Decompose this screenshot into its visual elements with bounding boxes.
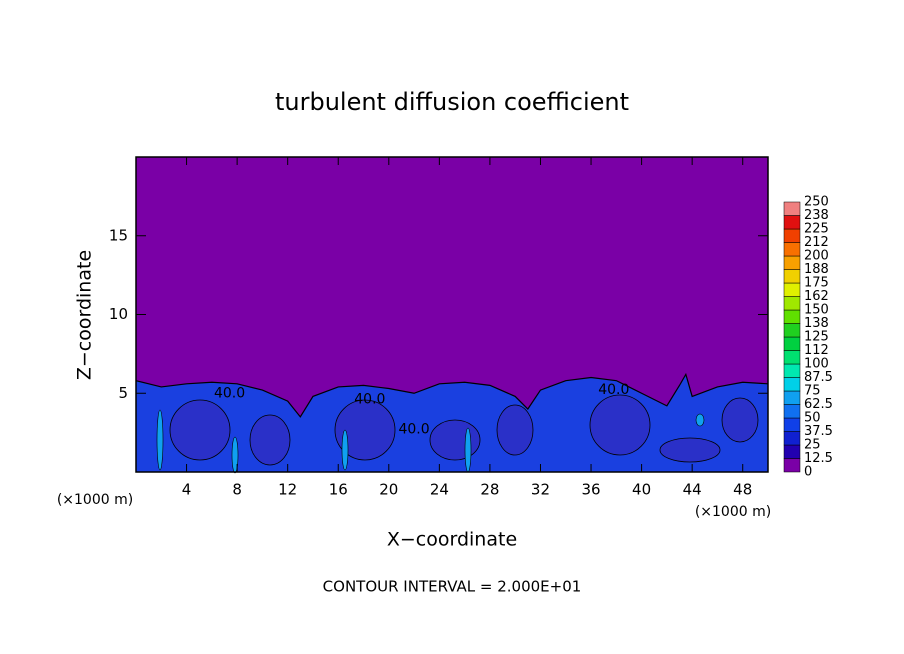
- colorbar-label: 37.5: [804, 424, 833, 439]
- colorbar-cell: [783, 458, 801, 473]
- x-tick-label: 28: [480, 481, 499, 499]
- x-tick-label: 12: [278, 481, 297, 499]
- colorbar-label: 125: [804, 330, 829, 345]
- colorbar-label: 50: [804, 411, 821, 426]
- colorbar-cell: [783, 404, 801, 419]
- x-unit-left: (×1000 m): [57, 492, 133, 508]
- colorbar-label: 62.5: [804, 397, 833, 412]
- eddy: [721, 397, 759, 443]
- layer-top-contour: [135, 372, 769, 418]
- colorbar-cell: [783, 390, 801, 405]
- colorbar-cell: [783, 377, 801, 392]
- colorbar-cell: [783, 242, 801, 257]
- colorbar-label: 25: [804, 438, 821, 453]
- colorbar-label: 162: [804, 289, 829, 304]
- colorbar-label: 100: [804, 357, 829, 372]
- eddy: [659, 437, 721, 463]
- colorbar-cell: [783, 282, 801, 297]
- colorbar-cell: [783, 201, 801, 216]
- eddy: [589, 394, 651, 456]
- y-axis-label: Z−coordinate: [74, 250, 96, 380]
- colorbar-cell: [783, 269, 801, 284]
- colorbar-label: 200: [804, 249, 829, 264]
- x-tick-label: 16: [329, 481, 348, 499]
- colorbar-label: 188: [804, 262, 829, 277]
- footer: CONTOUR INTERVAL = 2.000E+01: [323, 578, 582, 596]
- colorbar-cell: [783, 255, 801, 270]
- plume: [156, 409, 164, 471]
- colorbar-label: 225: [804, 222, 829, 237]
- contour-label: 40.0: [398, 421, 429, 437]
- colorbar-label: 0: [804, 465, 812, 480]
- x-tick-label: 36: [581, 481, 600, 499]
- colorbar-cell: [783, 215, 801, 230]
- plume: [695, 413, 705, 427]
- colorbar-cell: [783, 309, 801, 324]
- eddy: [249, 414, 291, 466]
- eddy: [429, 419, 481, 461]
- colorbar-label: 87.5: [804, 370, 833, 385]
- plume: [231, 436, 239, 474]
- x-tick-label: 20: [379, 481, 398, 499]
- colorbar-label: 175: [804, 276, 829, 291]
- x-tick-label: 24: [430, 481, 449, 499]
- x-tick-label: 4: [182, 481, 192, 499]
- colorbar-label: 112: [804, 343, 829, 358]
- colorbar-cell: [783, 431, 801, 446]
- colorbar-cell: [783, 363, 801, 378]
- x-tick-label: 44: [683, 481, 702, 499]
- eddy: [169, 399, 231, 461]
- y-tick-label: 5: [118, 384, 128, 402]
- eddy: [496, 404, 534, 456]
- x-axis-label: X−coordinate: [387, 529, 517, 551]
- colorbar-label: 138: [804, 316, 829, 331]
- colorbar-cell: [783, 296, 801, 311]
- colorbar-cell: [783, 350, 801, 365]
- y-tick-label: 15: [109, 226, 128, 244]
- colorbar-cell: [783, 417, 801, 432]
- colorbar-label: 12.5: [804, 451, 833, 466]
- colorbar-cell: [783, 336, 801, 351]
- colorbar-cell: [783, 323, 801, 338]
- plume: [464, 427, 472, 473]
- colorbar-cell: [783, 228, 801, 243]
- colorbar-label: 75: [804, 384, 821, 399]
- colorbar-cell: [783, 444, 801, 459]
- contour-label: 40.0: [214, 385, 245, 401]
- x-tick-label: 32: [531, 481, 550, 499]
- x-tick-label: 8: [232, 481, 242, 499]
- colorbar-label: 238: [804, 208, 829, 223]
- eddy: [334, 399, 396, 461]
- contour-label: 40.0: [354, 392, 385, 408]
- contour-label: 40.0: [598, 382, 629, 398]
- plume: [341, 429, 349, 471]
- chart-title: turbulent diffusion coefficient: [275, 88, 629, 116]
- x-tick-label: 40: [632, 481, 651, 499]
- colorbar-label: 212: [804, 235, 829, 250]
- x-unit-right: (×1000 m): [695, 504, 771, 520]
- x-tick-label: 48: [733, 481, 752, 499]
- colorbar-label: 150: [804, 303, 829, 318]
- y-tick-label: 10: [109, 305, 128, 323]
- colorbar-label: 250: [804, 195, 829, 210]
